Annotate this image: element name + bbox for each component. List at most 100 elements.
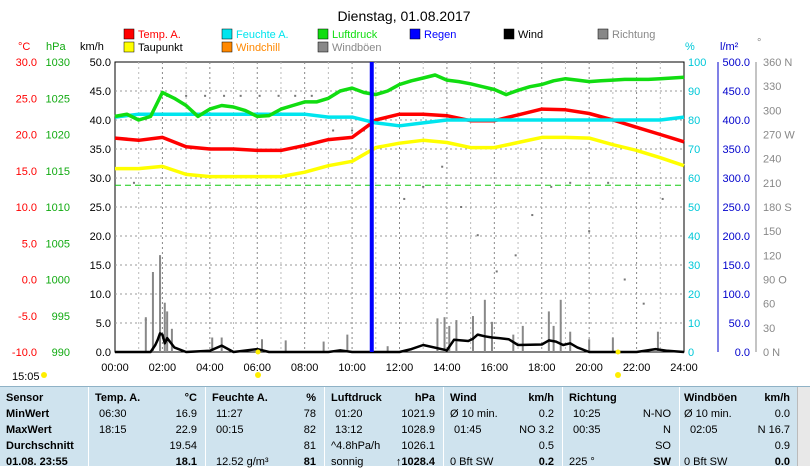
celsius-tick: 25.0 [16,93,37,105]
hpa-tick: 1000 [46,275,70,287]
rain-tick: 350.0 [722,144,750,156]
feuchte-avg: 81 [303,440,316,452]
druck-trend: ^4.8hPa/h [331,440,381,452]
celsius-tick: 30.0 [16,57,37,69]
temp-header: Temp. A. [95,392,141,404]
feuchte-min: 78 [303,408,316,420]
richtung-current: SW [653,456,671,468]
hpa-tick: 1020 [46,130,70,142]
x-tick-label: 14:00 [433,362,461,374]
rain-unit: l/m² [720,41,739,53]
series-line [115,135,685,179]
temp-min: 16.9 [175,408,197,420]
percent-tick: 40 [688,231,700,243]
legend-label: Taupunkt [138,42,183,54]
celsius-tick: -10.0 [12,347,37,359]
celsius-tick: 5.0 [22,238,37,250]
feuchte-min-time: 11:27 [216,408,243,420]
celsius-tick: 15.0 [16,166,37,178]
kmh-tick: 5.0 [96,318,111,330]
druck-avg: 1026.1 [401,440,435,452]
percent-tick: 30 [688,260,700,272]
percent-tick: 100 [688,57,706,69]
kmh-tick: 45.0 [90,86,111,98]
direction-tick: 270 W [763,130,795,142]
x-tick-label: 22:00 [623,362,651,374]
sensor-column: Sensor MinWert MaxWert Durchschnitt 01.0… [0,387,88,468]
richtung-min-time: 10:25 [573,408,601,420]
percent-tick: 20 [688,289,700,301]
direction-point [277,94,280,97]
sensor-header: Sensor [6,392,44,404]
direction-point [441,165,444,168]
chart-title: Dienstag, 01.08.2017 [337,8,470,24]
hpa-unit: hPa [46,41,66,53]
boeen-unit: km/h [764,392,790,404]
wind-beaufort: 0 Bft SW [450,456,494,468]
x-tick-label: 04:00 [196,362,224,374]
table-scrollbar[interactable] [797,387,810,466]
direction-point [569,181,572,184]
row-label-max: MaxWert [6,424,52,436]
rain-tick: 250.0 [722,202,750,214]
richtung-max-time: 00:35 [573,424,601,436]
rain-tick: 400.0 [722,115,750,127]
legend-swatch [503,28,515,40]
row-label-current: 01.08. 23:55 [6,456,68,468]
direction-point [258,94,261,97]
temp-avg: 19.54 [169,440,197,452]
hpa-tick: 1010 [46,202,70,214]
x-tick-label: 18:00 [528,362,556,374]
wind-unit: km/h [528,392,554,404]
druck-max: 1028.9 [401,424,435,436]
celsius-tick: 10.0 [16,202,37,214]
temp-max: 22.9 [175,424,197,436]
x-tick-label: 16:00 [481,362,509,374]
legend-swatch [221,41,233,53]
feuchte-max: 82 [303,424,316,436]
sun-marker [255,372,261,378]
direction-point [204,94,207,97]
legend-swatch [123,28,135,40]
kmh-tick: 40.0 [90,115,111,127]
legend-swatch [221,28,233,40]
legend-label: Wind [518,29,543,41]
percent-unit: % [685,41,695,53]
direction-tick: 120 [763,250,781,262]
series-line [115,332,685,354]
druck-min-time: 01:20 [335,408,363,420]
legend-swatch [123,41,135,53]
feuchte-unit: % [306,392,316,404]
druck-min: 1021.9 [401,408,435,420]
legend-swatch [409,28,421,40]
direction-tick: 330 [763,81,781,93]
row-label-avg: Durchschnitt [6,440,74,452]
direction-point [239,94,242,97]
direction-tick: 90 O [763,275,787,287]
wind-min-label: Ø 10 min. [450,408,498,420]
druck-max-time: 13:12 [335,424,363,436]
direction-point [132,181,135,184]
kmh-tick: 50.0 [90,57,111,69]
percent-tick: 70 [688,144,700,156]
rain-tick: 150.0 [722,260,750,272]
x-tick-label: 10:00 [338,362,366,374]
feuchte-max-time: 00:15 [216,424,244,436]
direction-unit: ° [757,37,761,49]
direction-point [185,94,188,97]
direction-point [223,94,226,97]
feuchte-current: 81 [303,456,316,468]
temp-min-time: 06:30 [99,408,127,420]
direction-point [460,206,463,208]
legend-label: Feuchte A. [236,29,289,41]
wind-column: Wind km/h Ø 10 min. 0.2 01:45 NO 3.2 0.5… [444,387,562,468]
legend-label: Windböen [332,42,382,54]
rain-tick: 450.0 [722,86,750,98]
feuchte-abs-humidity: 12.52 g/m³ [216,456,269,468]
legend-label: Luftdruck [332,29,378,41]
direction-point [351,129,354,132]
x-tick-label: 02:00 [149,362,177,374]
weather-chart: Dienstag, 01.08.2017 Temp. A. Feuchte A. L… [12,8,795,378]
celsius-tick: -5.0 [18,311,37,323]
richtung-max: N [663,424,671,436]
